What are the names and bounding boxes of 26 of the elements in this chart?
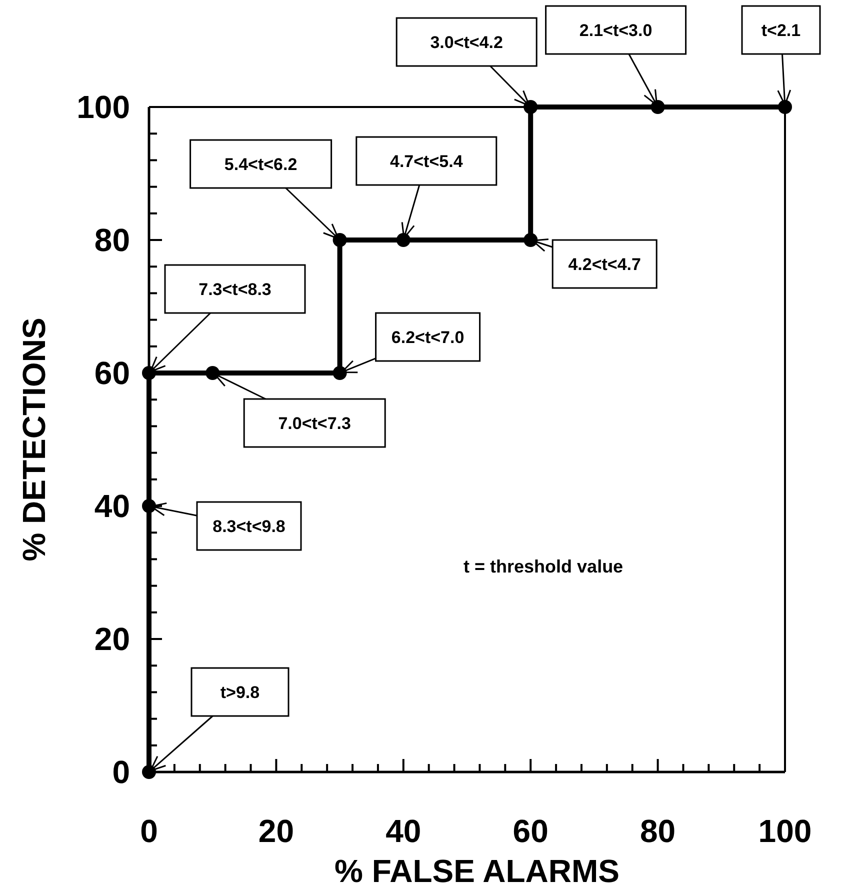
y-tick-label: 60	[94, 355, 130, 391]
annotation: t<2.1	[761, 21, 801, 40]
annotation: 4.7<t<5.4	[390, 152, 464, 171]
annotation: 5.4<t<6.2	[224, 155, 298, 174]
x-tick-label: 80	[640, 813, 676, 849]
annotation: 3.0<t<4.2	[430, 33, 503, 52]
y-tick-label: 40	[94, 488, 130, 524]
y-tick-label: 20	[94, 621, 130, 657]
annotation: 7.0<t<7.3	[278, 414, 351, 433]
y-axis-title: % DETECTIONS	[16, 318, 52, 562]
annotation: t = threshold value	[464, 556, 624, 576]
x-tick-label: 0	[140, 813, 158, 849]
y-tick-label: 0	[112, 754, 130, 790]
x-tick-label: 60	[512, 813, 548, 849]
annotation: 4.2<t<4.7	[568, 255, 641, 274]
annotation: 7.3<t<8.3	[198, 280, 272, 299]
annotation: 2.1<t<3.0	[579, 21, 652, 40]
x-tick-label: 20	[258, 813, 294, 849]
x-tick-label: 100	[758, 813, 812, 849]
annotation: 8.3<t<9.8	[212, 517, 286, 536]
y-tick-label: 100	[76, 89, 130, 125]
annotation: t>9.8	[220, 683, 260, 702]
y-tick-label: 80	[94, 222, 130, 258]
x-axis-title: % FALSE ALARMS	[334, 853, 620, 889]
x-tick-label: 40	[386, 813, 422, 849]
annotation: 6.2<t<7.0	[391, 328, 464, 347]
